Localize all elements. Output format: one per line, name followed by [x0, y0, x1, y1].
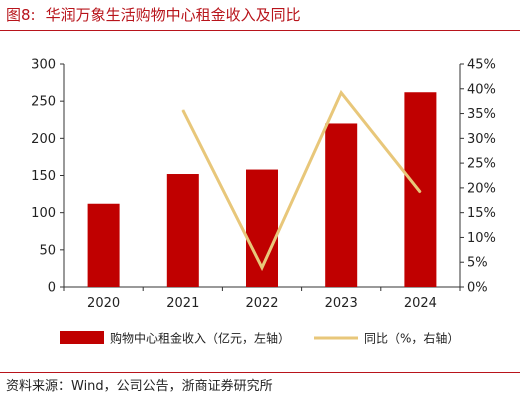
- title-divider: [0, 30, 520, 31]
- bar: [404, 92, 437, 287]
- line-series: [181, 89, 422, 272]
- line-point: [419, 191, 421, 193]
- source-note: 资料来源：Wind，公司公告，浙商证券研究所: [6, 379, 273, 394]
- chart-axes: 0 50 100 150 200 250 300 0% 5% 10% 15% 20% 25% 30% 35%…: [31, 58, 496, 312]
- x-axis-tick-label: 2022: [245, 296, 278, 311]
- right-axis-tick-label: 0%: [467, 281, 488, 296]
- x-axis-tick-label: 2020: [87, 296, 120, 311]
- bar: [87, 203, 120, 287]
- legend-swatch-bar: [60, 331, 104, 344]
- legend-label-bar: 购物中心租金收入（亿元，左轴）: [110, 331, 290, 346]
- line-point: [182, 109, 184, 111]
- figure-title: 华润万象生活购物中心租金收入及同比: [45, 6, 301, 24]
- right-axis-tick-label: 10%: [467, 231, 496, 246]
- x-axis-tick-label: 2023: [325, 296, 358, 311]
- bar: [166, 174, 199, 287]
- bar-series: [87, 92, 437, 287]
- line-point: [340, 92, 342, 94]
- left-axis-tick-label: 150: [31, 169, 56, 184]
- line-path: [181, 89, 422, 272]
- left-axis-tick-label: 250: [31, 95, 56, 110]
- right-axis-tick-label: 35%: [467, 107, 496, 122]
- legend-label-line: 同比（%，右轴）: [364, 331, 459, 346]
- chart-legend: 购物中心租金收入（亿元，左轴） 同比（%，右轴）: [60, 331, 459, 346]
- right-axis-tick-label: 20%: [467, 181, 496, 196]
- left-axis-tick-label: 100: [31, 206, 56, 221]
- x-axis-tick-label: 2024: [404, 296, 437, 311]
- right-axis-tick-label: 30%: [467, 132, 496, 147]
- left-axis-tick-label: 200: [31, 132, 56, 147]
- bar: [325, 123, 358, 287]
- x-axis-tick-label: 2021: [166, 296, 199, 311]
- right-axis-tick-label: 45%: [467, 58, 496, 73]
- line-point: [261, 267, 263, 269]
- right-axis-tick-label: 5%: [467, 256, 488, 271]
- left-axis-tick-label: 300: [31, 58, 56, 73]
- chart-area: 0 50 100 150 200 250 300 0% 5% 10% 15% 20% 25% 30% 35%…: [31, 58, 496, 346]
- chart-title: 图8: 华润万象生活购物中心租金收入及同比: [6, 2, 301, 28]
- left-axis-tick-label: 0: [48, 281, 56, 296]
- figure-number: 图8:: [6, 6, 36, 24]
- source-divider: [0, 372, 520, 373]
- right-axis-tick-label: 40%: [467, 82, 496, 97]
- right-axis-tick-label: 15%: [467, 206, 496, 221]
- left-axis-tick-label: 50: [39, 243, 56, 258]
- right-axis-tick-label: 25%: [467, 157, 496, 172]
